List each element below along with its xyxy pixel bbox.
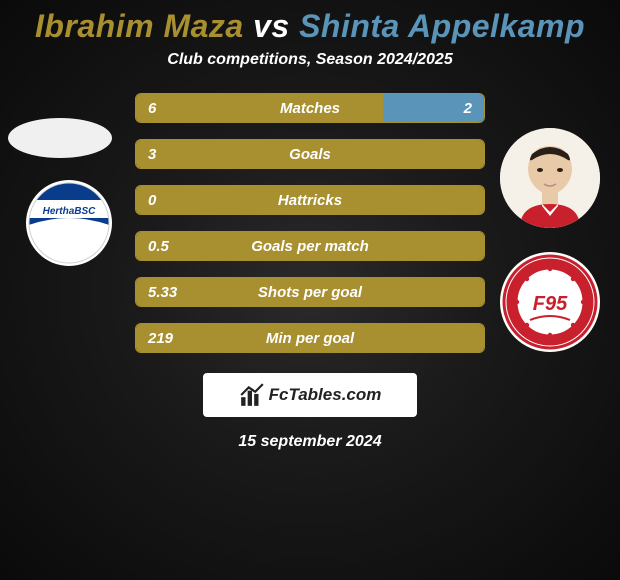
club2-logo: F95	[500, 252, 600, 352]
stat-row: 219Min per goal	[135, 323, 485, 353]
player1-avatar	[8, 118, 112, 158]
stat-label: Goals per match	[136, 232, 484, 260]
player2-name: Shinta Appelkamp	[299, 8, 585, 44]
stat-label: Shots per goal	[136, 278, 484, 306]
stat-row: 0.5Goals per match	[135, 231, 485, 261]
fortuna-logo-icon: F95	[500, 252, 600, 352]
club1-logo: HerthaBSC	[26, 180, 112, 266]
stat-label: Matches	[136, 94, 484, 122]
stat-row: 6Matches2	[135, 93, 485, 123]
stat-row: 0Hattricks	[135, 185, 485, 215]
player2-face-icon	[500, 128, 600, 228]
stat-label: Min per goal	[136, 324, 484, 352]
stat-row: 3Goals	[135, 139, 485, 169]
branding-badge: FcTables.com	[203, 373, 417, 417]
hertha-flag-icon: HerthaBSC	[26, 180, 112, 266]
page-title: Ibrahim Maza vs Shinta Appelkamp	[0, 0, 620, 45]
player2-avatar	[500, 128, 600, 228]
stat-value-right: 2	[464, 94, 472, 122]
bars-chart-icon	[239, 382, 265, 408]
player1-name: Ibrahim Maza	[35, 8, 244, 44]
subtitle: Club competitions, Season 2024/2025	[0, 51, 620, 69]
stat-label: Goals	[136, 140, 484, 168]
vs-text: vs	[253, 8, 290, 44]
club1-label: HerthaBSC	[43, 206, 97, 217]
club2-label: F95	[533, 293, 568, 315]
content: Ibrahim Maza vs Shinta Appelkamp Club co…	[0, 0, 620, 580]
date: 15 september 2024	[0, 433, 620, 451]
stat-row: 5.33Shots per goal	[135, 277, 485, 307]
branding-text: FcTables.com	[269, 385, 382, 405]
stat-label: Hattricks	[136, 186, 484, 214]
stat-bars: 6Matches2 3Goals 0Hattricks 0.5Goals per ma…	[135, 93, 485, 353]
